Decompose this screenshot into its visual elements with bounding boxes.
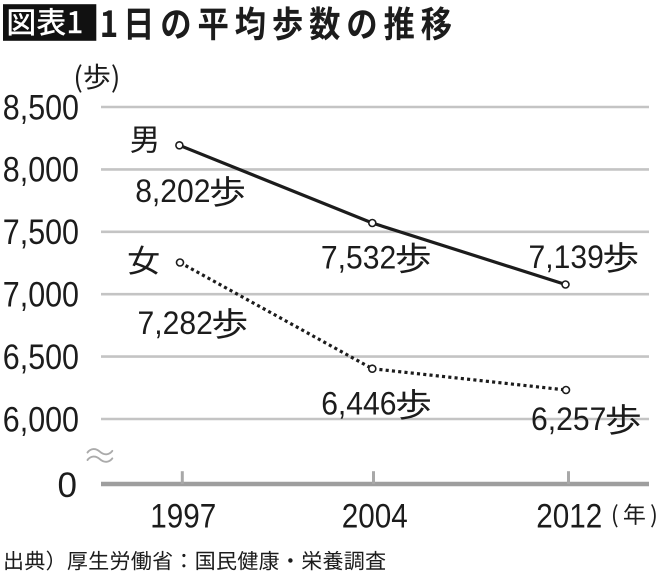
svg-text:8,500: 8,500 [3, 88, 79, 127]
svg-text:6,446: 6,446 [321, 386, 396, 422]
svg-text:6,000: 6,000 [3, 400, 79, 439]
svg-text:2012: 2012 [536, 498, 602, 536]
svg-text:8,202: 8,202 [135, 173, 210, 209]
svg-text:2004: 2004 [342, 498, 408, 536]
svg-text:8,000: 8,000 [3, 151, 79, 190]
svg-text:7,282: 7,282 [138, 305, 213, 341]
svg-text:7,000: 7,000 [3, 276, 79, 315]
svg-text:1997: 1997 [150, 498, 216, 536]
svg-text:6,500: 6,500 [3, 338, 79, 377]
svg-text:6,257: 6,257 [531, 401, 606, 437]
svg-text:7,532: 7,532 [321, 239, 396, 275]
svg-text:7,500: 7,500 [3, 213, 79, 252]
svg-text:7,139: 7,139 [529, 239, 604, 275]
svg-text:0: 0 [58, 466, 77, 505]
